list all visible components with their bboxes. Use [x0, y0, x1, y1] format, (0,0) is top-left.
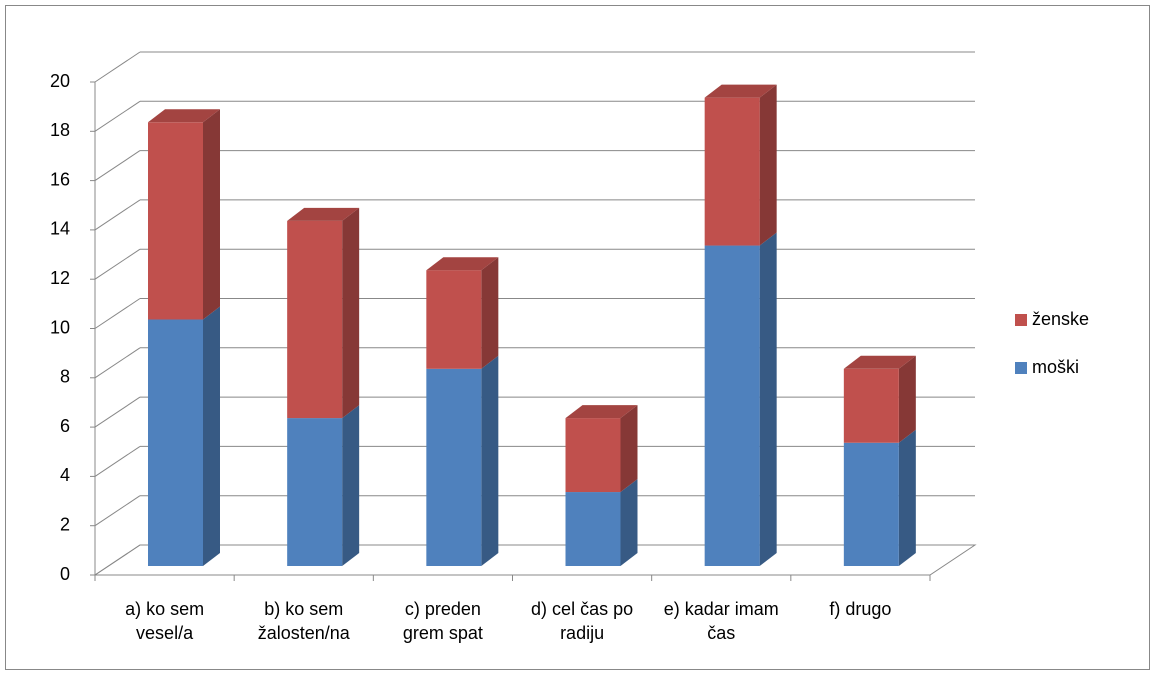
- bar-top: [287, 207, 360, 221]
- grid-line: [94, 544, 141, 576]
- bar-side: [898, 355, 916, 443]
- bar: [148, 122, 203, 320]
- bar: [704, 97, 760, 246]
- bar: [843, 442, 899, 566]
- bar: [287, 418, 343, 566]
- x-tick-label: a) ko sem vesel/a: [125, 599, 205, 643]
- y-tick-label: 16: [50, 169, 70, 189]
- bar-side: [759, 232, 777, 567]
- bar-top: [704, 84, 777, 98]
- bar-side: [203, 306, 220, 566]
- legend-swatch: [1015, 362, 1027, 374]
- grid-line: [94, 445, 141, 477]
- bar: [704, 245, 760, 567]
- bar-side: [620, 405, 638, 493]
- bar-side: [481, 257, 499, 369]
- bar-side: [898, 429, 916, 566]
- bar-top: [843, 355, 916, 369]
- grid-line: [94, 396, 141, 428]
- bar: [843, 368, 899, 443]
- y-tick-label: 10: [50, 317, 70, 337]
- y-tick-label: 4: [60, 465, 70, 485]
- x-tick-label: f) drugo: [829, 599, 892, 619]
- x-tick-label: e) kadar imam čas: [663, 599, 779, 643]
- y-tick-label: 18: [50, 120, 70, 140]
- grid-line: [94, 248, 141, 280]
- grid-line: [94, 199, 141, 231]
- y-tick-label: 12: [50, 268, 70, 288]
- bar-side: [759, 84, 777, 246]
- grid-line: [94, 100, 141, 132]
- grid-line: [94, 150, 141, 182]
- grid-line: [94, 495, 141, 527]
- x-tick-label: b) ko sem žalosten/na: [257, 599, 350, 643]
- y-tick-label: 6: [60, 416, 70, 436]
- bar-side: [481, 355, 499, 566]
- bar-side: [620, 479, 638, 566]
- grid-line: [94, 51, 141, 83]
- y-tick-label: 20: [50, 71, 70, 91]
- bar-side: [342, 207, 360, 419]
- bar: [148, 319, 203, 566]
- bar-top: [426, 257, 499, 271]
- legend-label: ženske: [1032, 309, 1089, 329]
- grid-line: [94, 298, 141, 329]
- bar: [426, 368, 482, 566]
- bar: [426, 270, 482, 369]
- x-tick-label: d) cel čas po radiju: [531, 599, 634, 643]
- bar-side: [203, 109, 220, 320]
- y-tick-label: 8: [60, 367, 70, 387]
- bar-top: [565, 405, 638, 419]
- bar: [565, 418, 621, 493]
- bar: [287, 220, 343, 419]
- grid-line: [94, 347, 141, 379]
- bar: [565, 492, 621, 566]
- y-tick-label: 2: [60, 514, 70, 534]
- y-tick-label: 14: [50, 219, 70, 239]
- legend-label: moški: [1032, 357, 1079, 377]
- bar-top: [148, 109, 220, 123]
- x-tick-label: c) preden grem spat: [402, 599, 483, 643]
- legend-swatch: [1015, 314, 1027, 326]
- y-tick-label: 0: [60, 564, 70, 584]
- bar-side: [342, 405, 360, 566]
